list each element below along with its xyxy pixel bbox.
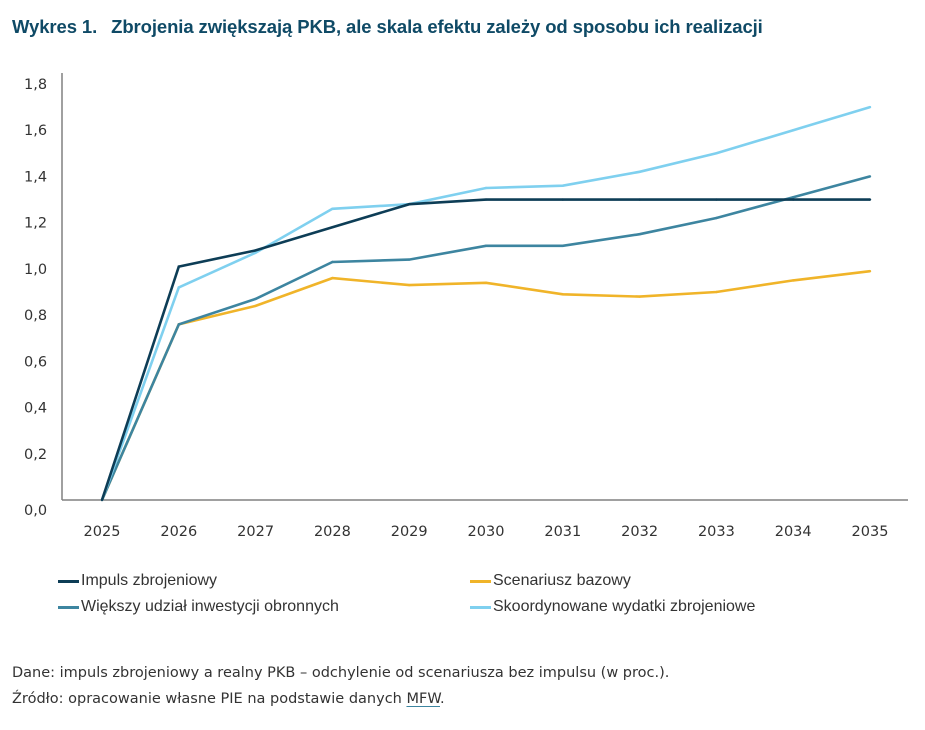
legend-swatch [470, 579, 491, 583]
data-point [408, 258, 411, 261]
y-tick-label: 0,8 [24, 308, 47, 324]
x-tick-label: 2028 [314, 524, 351, 540]
data-point [561, 198, 564, 201]
y-tick-label: 1,6 [24, 123, 47, 139]
source-note: Źródło: opracowanie własne PIE na podsta… [12, 686, 669, 712]
data-point [484, 186, 488, 190]
x-tick-label: 2035 [852, 524, 889, 540]
x-tick-label: 2027 [237, 524, 274, 540]
x-tick-label: 2032 [621, 524, 658, 540]
x-tick-label: 2033 [698, 524, 735, 540]
x-tick-label: 2031 [544, 524, 581, 540]
y-tick-label: 0,0 [24, 503, 47, 519]
data-point [484, 281, 488, 284]
data-point [177, 323, 180, 326]
data-point [254, 304, 257, 308]
y-tick-label: 1,4 [24, 169, 47, 185]
y-tick-label: 1,2 [24, 216, 47, 232]
data-point [484, 198, 488, 201]
y-tick-label: 0,6 [24, 354, 47, 370]
data-point [100, 498, 104, 502]
series-line-wiekszy [100, 175, 871, 501]
series-line-skoordynowane [100, 105, 871, 501]
x-tick-label: 2030 [468, 524, 505, 540]
legend-item-skoordynowane: Skoordynowane wydatki zbrojeniowe [470, 598, 755, 616]
legend-label: Impuls zbrojeniowy [81, 572, 218, 589]
source-suffix: . [440, 691, 445, 707]
data-point [792, 198, 795, 201]
legend-item-wiekszy: Większy udział inwestycji obronnych [58, 598, 339, 616]
data-point [638, 233, 641, 236]
legend-swatch [58, 605, 79, 609]
data-point [715, 152, 718, 155]
legend-label: Większy udział inwestycji obronnych [81, 598, 339, 615]
data-point [561, 244, 564, 247]
source-prefix: Źródło: opracowanie własne PIE na podsta… [12, 691, 407, 707]
x-tick-label: 2025 [84, 524, 121, 540]
legend-item-scenariusz: Scenariusz bazowy [470, 572, 631, 590]
x-tick-label: 2034 [775, 524, 812, 540]
data-point [868, 175, 872, 178]
data-point [331, 260, 334, 264]
series-line-scenariusz [100, 269, 871, 501]
data-point [715, 198, 718, 201]
data-point [177, 265, 180, 268]
data-point [638, 295, 641, 298]
data-point [408, 283, 411, 287]
data-point [638, 170, 641, 173]
data-point [561, 293, 564, 296]
data-point [331, 276, 334, 280]
data-point [868, 105, 872, 109]
data-point [715, 290, 718, 294]
data-point [715, 216, 718, 220]
data-point [408, 203, 411, 206]
data-point [638, 198, 641, 201]
figure-number: Wykres 1. [12, 16, 98, 37]
chart-title: Wykres 1. Zbrojenia zwiększają PKB, ale s… [12, 16, 763, 38]
series-lines [100, 105, 872, 502]
y-tick-label: 1,8 [24, 77, 47, 93]
data-point [792, 279, 795, 282]
x-tick-label: 2026 [160, 524, 197, 540]
x-axis-ticks: 2025 2026 2027 2028 2029 2030 2031 2032 2033 2034… [84, 524, 889, 540]
legend-label: Scenariusz bazowy [493, 572, 631, 589]
data-point [792, 129, 795, 132]
data-note: Dane: impuls zbrojeniowy a realny PKB – … [12, 665, 670, 681]
data-point [254, 251, 257, 254]
data-point [868, 270, 872, 273]
legend-swatch [470, 605, 491, 609]
legend-item-impuls: Impuls zbrojeniowy [58, 572, 217, 590]
data-point [484, 244, 488, 247]
y-axis-ticks: 0,0 0,2 0,4 0,6 0,8 1,0 1,2 1,4 1,6 1,8 [24, 77, 47, 519]
legend-label: Skoordynowane wydatki zbrojeniowe [493, 598, 756, 615]
data-point [792, 196, 795, 199]
data-point [331, 226, 334, 229]
data-point [254, 249, 257, 252]
chart-notes: Dane: impuls zbrojeniowy a realny PKB – … [12, 660, 669, 712]
y-tick-label: 1,0 [24, 262, 47, 278]
legend-swatch [58, 579, 79, 583]
y-tick-label: 0,2 [24, 447, 47, 463]
figure-title: Zbrojenia zwiększają PKB, ale skala efek… [111, 16, 763, 37]
line-chart: 0,00,20,40,60,81,01,21,41,61,8 2025 2026 2… [24, 73, 908, 540]
x-tick-label: 2029 [391, 524, 428, 540]
data-point [254, 297, 257, 301]
data-point [331, 207, 334, 210]
y-tick-label: 0,4 [24, 401, 47, 417]
source-link-mfw[interactable]: MFW [406, 691, 440, 707]
data-point [561, 184, 564, 187]
data-point [177, 286, 180, 289]
data-point [868, 198, 872, 201]
